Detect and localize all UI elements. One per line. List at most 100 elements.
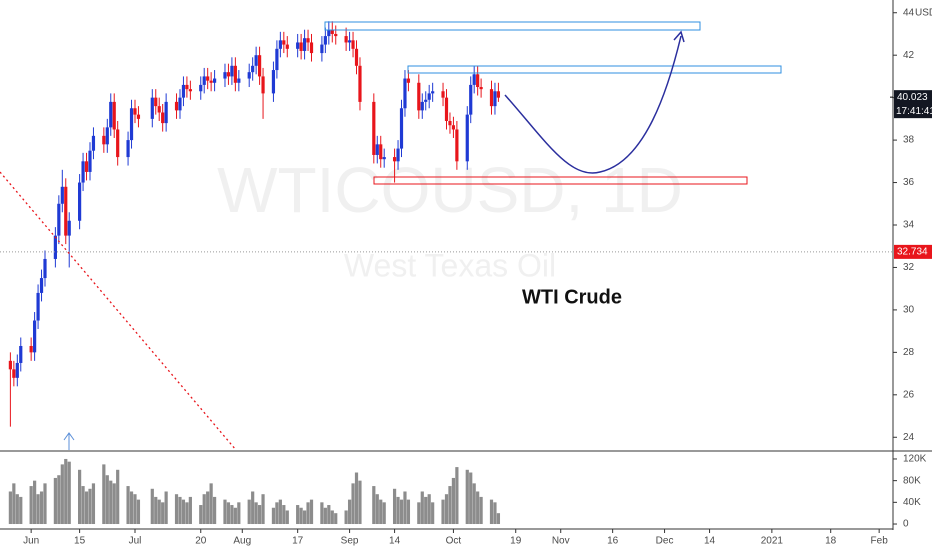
y-tick-label: 38 <box>903 135 915 146</box>
x-tick-label: 16 <box>607 536 619 547</box>
candle-body <box>36 292 40 321</box>
annotation: WTI Crude <box>522 286 622 308</box>
candle-body <box>323 36 327 45</box>
countdown-label: 17:41:41 <box>896 106 932 117</box>
candle-body <box>330 29 334 34</box>
candle-body <box>424 99 428 102</box>
x-tick-label: Nov <box>552 536 570 547</box>
volume-tick-label: 40K <box>903 497 921 508</box>
x-tick-label: Jun <box>23 536 39 547</box>
y-tick-label: 30 <box>903 305 915 316</box>
volume-bar <box>206 491 210 525</box>
candle-body <box>465 114 469 162</box>
volume-bar <box>212 496 217 525</box>
volume-bar <box>271 507 276 525</box>
volume-bar <box>53 477 57 525</box>
candle-body <box>476 74 480 88</box>
volume-bar <box>472 483 476 525</box>
volume-bar <box>417 502 421 525</box>
volume-bar <box>476 491 480 525</box>
candle-body <box>102 135 106 145</box>
x-tick-label: 14 <box>389 536 401 547</box>
candle-body <box>15 362 19 378</box>
volume-bar <box>36 494 40 525</box>
volume-tick-label: 80K <box>903 475 921 486</box>
volume-bar <box>285 510 289 525</box>
candle-body <box>67 220 71 236</box>
candle-body <box>472 74 476 85</box>
volume-bar <box>84 491 89 525</box>
volume-bar <box>181 499 186 525</box>
volume-bar <box>126 486 130 525</box>
volume-bar <box>444 494 449 525</box>
volume-bar <box>327 505 331 525</box>
volume-bar <box>379 499 383 525</box>
y-tick-label: 24 <box>903 432 915 443</box>
candle-body <box>469 84 473 115</box>
volume-bar <box>275 502 279 525</box>
y-tick-label: 34 <box>903 220 915 231</box>
volume-bar <box>251 491 255 525</box>
candle-body <box>427 93 431 100</box>
candle-body <box>202 76 206 85</box>
volume-bar <box>392 488 397 525</box>
volume-bar <box>309 499 314 525</box>
support-box <box>373 176 748 185</box>
candle-body <box>351 40 355 49</box>
candle-body <box>154 97 158 107</box>
x-tick-label: 18 <box>825 536 837 547</box>
volume-bar <box>174 494 179 525</box>
volume-bar <box>493 502 497 525</box>
candle-body <box>372 101 376 155</box>
volume-bar <box>306 502 310 525</box>
candle-body <box>237 78 241 83</box>
volume-bar <box>334 513 338 525</box>
candle-body <box>164 101 168 124</box>
last-price-box <box>894 90 932 119</box>
event-arrow <box>63 432 75 450</box>
y-tick-label: 26 <box>903 389 915 400</box>
candle-body <box>19 345 23 363</box>
candle-body <box>12 369 16 378</box>
volume-bar <box>455 467 459 525</box>
volume-tick-label: 0 <box>903 519 909 530</box>
resistance-box <box>324 21 701 31</box>
candle-body <box>88 150 92 172</box>
candle-body <box>84 161 89 172</box>
watermark-subtitle: West Texas Oil <box>344 247 556 283</box>
volume-bar <box>424 496 428 525</box>
candle-body <box>334 33 338 37</box>
volume-bar <box>185 502 189 525</box>
candle-body <box>285 44 289 49</box>
volume-bar <box>150 488 154 525</box>
candle-body <box>53 235 57 259</box>
volume-bar <box>330 510 334 525</box>
candle-body <box>309 42 314 54</box>
projection-curve <box>504 35 682 174</box>
volume-bar <box>116 469 120 525</box>
y-tick-label: 32 <box>903 262 915 273</box>
candle-body <box>306 38 310 43</box>
candle-body <box>417 82 421 111</box>
volume-bar <box>60 464 64 525</box>
volume-bar <box>441 499 445 525</box>
volume-bar <box>230 505 234 525</box>
candle-body <box>282 40 286 45</box>
volume-bar <box>344 510 348 525</box>
volume-bar <box>406 499 411 525</box>
volume-bar <box>320 502 324 525</box>
candle-body <box>431 91 435 94</box>
volume-bar <box>15 494 19 525</box>
candle-body <box>251 65 255 73</box>
candle-body <box>230 65 234 77</box>
candle-body <box>296 42 300 49</box>
candle-body <box>344 36 348 43</box>
candle-body <box>150 97 154 119</box>
volume-bar <box>465 469 469 525</box>
candle-body <box>420 101 424 111</box>
volume-bar <box>199 505 203 525</box>
volume-bar <box>420 491 424 525</box>
volume-bar <box>448 486 452 525</box>
candle-body <box>455 129 459 162</box>
